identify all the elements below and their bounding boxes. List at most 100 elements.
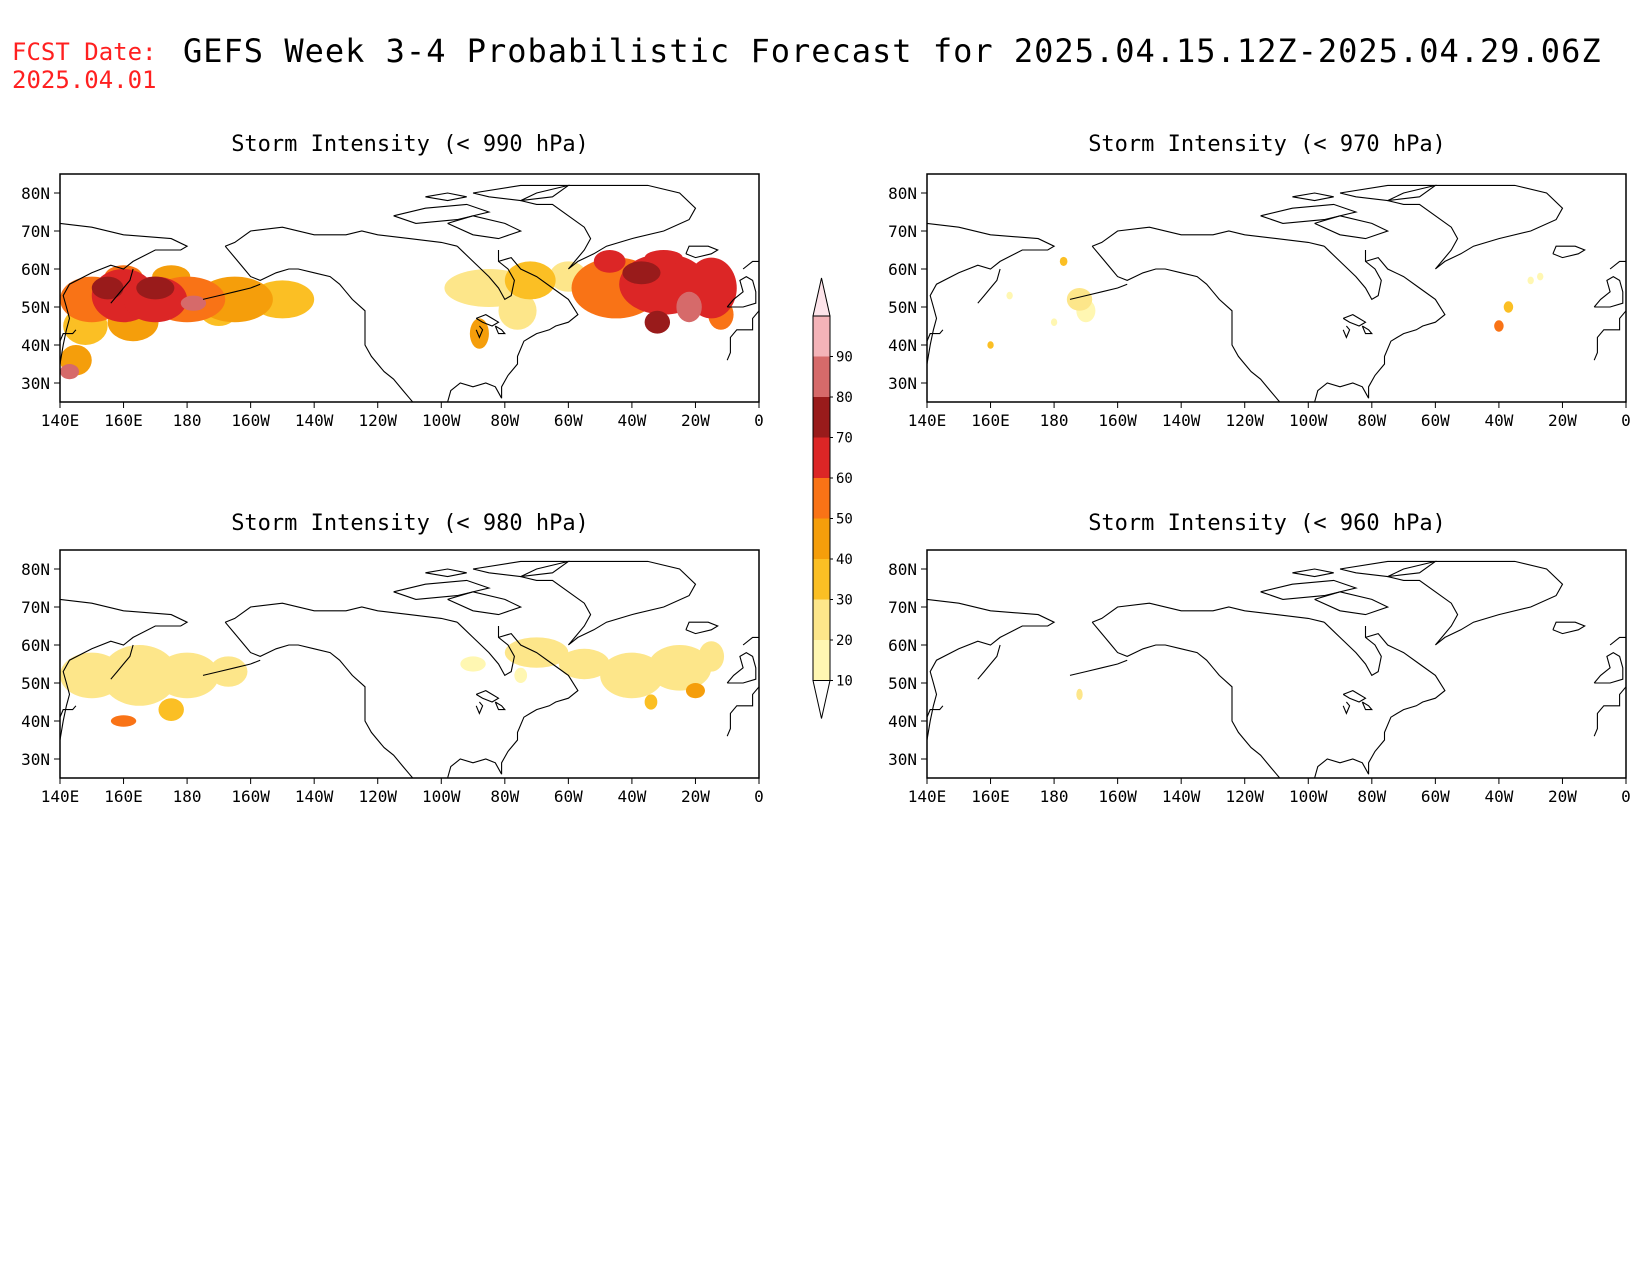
coastline — [1314, 758, 1370, 778]
probability-area — [209, 656, 248, 687]
lat-tick-label: 70N — [888, 222, 917, 241]
lat-tick-label: 50N — [888, 298, 917, 317]
coastline — [1361, 325, 1373, 335]
lon-tick-label: 100W — [1289, 787, 1328, 806]
coastline — [498, 256, 579, 399]
coastline — [1323, 621, 1382, 677]
colorbar-top-extension — [813, 278, 830, 316]
coastline — [1292, 192, 1334, 202]
panel-title-970: Storm Intensity (< 970 hPa) — [1088, 132, 1446, 157]
map-frame — [926, 173, 1627, 403]
lon-tick-label: 100W — [422, 411, 461, 430]
coastline — [1609, 636, 1626, 646]
coastline — [475, 313, 500, 327]
colorbar-label: 40 — [836, 552, 853, 568]
lon-tick-label: 160W — [1098, 411, 1137, 430]
coastline — [1260, 203, 1358, 224]
colorbar-label: 70 — [836, 431, 853, 447]
map-frame — [59, 173, 760, 403]
lon-tick-label: 60W — [1421, 787, 1450, 806]
lon-tick-label: 60W — [1421, 411, 1450, 430]
probability-area — [622, 261, 661, 285]
coastline — [393, 203, 491, 224]
coastline — [475, 701, 484, 715]
probability-area — [1494, 320, 1504, 332]
lon-tick-label: 120W — [358, 411, 397, 430]
lat-tick-label: 80N — [888, 560, 917, 579]
probability-area — [676, 291, 702, 323]
coastline — [447, 758, 503, 778]
lon-tick-label: 60W — [554, 787, 583, 806]
probability-area — [136, 276, 175, 300]
coastline — [1339, 184, 1438, 202]
lat-tick-label: 60N — [888, 260, 917, 279]
map-panel-1: 140E 160E 180 160W 140W 120W 100W 80W 60W 40W 20W 0… — [888, 173, 1631, 430]
lon-tick-label: 60W — [554, 411, 583, 430]
lon-tick-label: 180 — [173, 787, 202, 806]
colorbar-swatch — [813, 316, 830, 357]
lat-tick-label: 40N — [21, 712, 50, 731]
colorbar-label: 80 — [836, 390, 853, 406]
coastline — [456, 621, 515, 677]
lon-tick-label: 160E — [971, 411, 1010, 430]
map-panel-2: 140E 160E 180 160W 140W 120W 100W 80W 60W 40W 20W 0… — [21, 549, 764, 806]
coastline — [60, 222, 189, 365]
colorbar-swatch — [813, 356, 830, 397]
probability-area — [469, 318, 489, 349]
coastline — [1292, 568, 1334, 578]
forecast-date-value: 2025.04.01 — [12, 66, 157, 94]
coastline — [202, 659, 261, 676]
coastline — [1342, 325, 1351, 339]
lat-tick-label: 30N — [21, 750, 50, 769]
coastline — [519, 560, 697, 646]
lat-tick-label: 50N — [21, 298, 50, 317]
lon-tick-label: 40W — [1484, 787, 1513, 806]
map-panel-0: 140E 160E 180 160W 140W 120W 100W 80W 60W 40W 20W 0… — [21, 173, 764, 430]
colorbar: 10 20 30 40 50 60 70 80 90 — [812, 277, 853, 719]
lon-tick-label: 80W — [1357, 787, 1386, 806]
coastline — [425, 192, 467, 202]
map-frame — [926, 549, 1627, 779]
lon-tick-label: 160E — [104, 411, 143, 430]
colorbar-swatch — [813, 437, 830, 478]
lat-tick-label: 80N — [21, 184, 50, 203]
colorbar-swatch — [813, 518, 830, 559]
colorbar-swatch — [813, 559, 830, 600]
lon-tick-label: 140W — [295, 787, 334, 806]
coastline — [726, 686, 759, 737]
map-frame — [59, 549, 760, 779]
probability-area — [647, 645, 712, 691]
probability-area — [644, 250, 683, 266]
coastline — [494, 325, 506, 335]
lon-tick-label: 160W — [1098, 787, 1137, 806]
lon-tick-label: 140E — [41, 411, 80, 430]
coastline — [110, 644, 134, 680]
lon-tick-label: 40W — [1484, 411, 1513, 430]
coastline — [224, 226, 458, 247]
lon-tick-label: 0 — [1621, 411, 1631, 430]
coastline — [977, 644, 1001, 680]
probability-area — [1527, 276, 1534, 285]
lat-tick-label: 80N — [888, 184, 917, 203]
lat-tick-label: 60N — [21, 636, 50, 655]
lon-tick-label: 120W — [1225, 411, 1264, 430]
coastline — [1365, 256, 1446, 399]
colorbar-swatch — [813, 599, 830, 640]
colorbar-swatch — [813, 478, 830, 519]
lon-tick-label: 160E — [971, 787, 1010, 806]
lat-tick-label: 30N — [888, 374, 917, 393]
probability-area — [1066, 288, 1093, 311]
page-title: GEFS Week 3-4 Probabilistic Forecast for… — [183, 32, 1602, 70]
coastline — [927, 222, 1056, 365]
colorbar-swatch — [813, 397, 830, 438]
coastline — [1593, 310, 1626, 361]
panel-title-960: Storm Intensity (< 960 hPa) — [1088, 511, 1446, 536]
probability-area — [644, 310, 671, 334]
lon-tick-label: 20W — [1548, 787, 1577, 806]
forecast-date-label: FCST Date: — [12, 38, 157, 66]
lat-tick-label: 60N — [21, 260, 50, 279]
probability-area — [460, 656, 486, 672]
coastline — [494, 701, 506, 711]
coastline — [472, 184, 571, 202]
probability-area — [1006, 291, 1013, 300]
